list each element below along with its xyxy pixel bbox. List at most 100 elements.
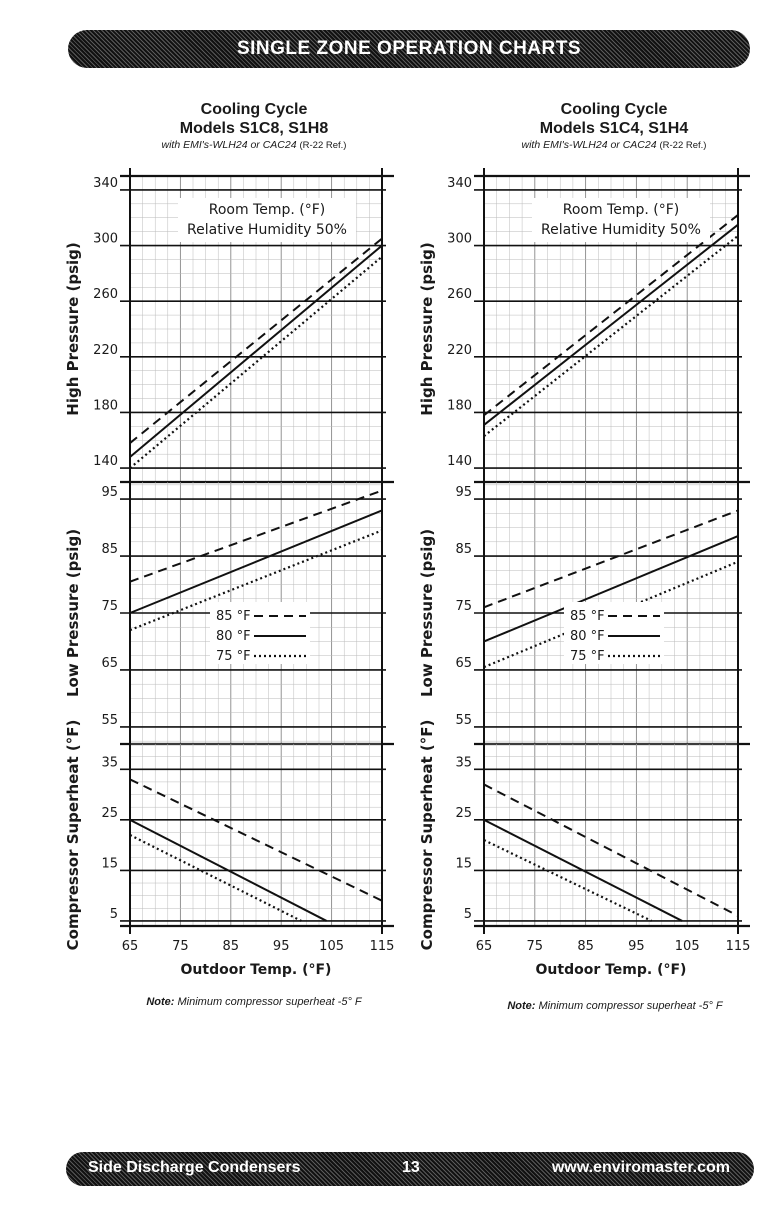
legend-label: 85 °F — [570, 609, 605, 624]
y-tick-label: 220 — [93, 343, 118, 358]
y-tick-label: 35 — [455, 755, 472, 770]
series-line-solid — [483, 535, 739, 643]
y-axis-label: Low Pressure (psig) — [64, 529, 82, 697]
x-tick-label: 85 — [577, 939, 594, 954]
chart-subtitle: with EMI's-WLH24 or CAC24 (R-22 Ref.) — [120, 138, 388, 153]
chart-models: Models S1C8, S1H8 — [179, 120, 329, 137]
chart-title: Cooling Cycle — [200, 101, 308, 118]
legend-humidity: Relative Humidity 50% — [541, 222, 701, 238]
x-tick-label: 95 — [628, 939, 645, 954]
y-tick-label: 15 — [455, 856, 472, 871]
subtitle-italic: with EMI's-WLH24 or CAC24 — [161, 139, 297, 151]
x-tick-label: 105 — [319, 939, 344, 954]
series-line-dotted — [129, 529, 383, 632]
y-axis-label: High Pressure (psig) — [418, 242, 436, 415]
page-number: 13 — [402, 1159, 420, 1176]
y-tick-label: 5 — [464, 907, 472, 922]
chart-note-left: Note: Minimum compressor superheat -5° F — [120, 996, 388, 1008]
y-tick-label: 140 — [447, 454, 472, 469]
series-line-solid — [129, 244, 383, 458]
y-tick-label: 260 — [93, 287, 118, 302]
series-line-solid — [483, 818, 683, 922]
y-axis-label: High Pressure (psig) — [64, 242, 82, 415]
y-tick-label: 180 — [447, 398, 472, 413]
series-line-dashed — [129, 237, 383, 444]
header-banner: SINGLE ZONE OPERATION CHARTS — [68, 30, 750, 68]
x-tick-label: 105 — [675, 939, 700, 954]
series-line-dotted — [129, 834, 302, 922]
footer-section-title: Side Discharge Condensers — [88, 1159, 301, 1176]
legend-humidity: Relative Humidity 50% — [187, 222, 347, 238]
chart-note-right: Note: Minimum compressor superheat -5° F — [470, 1000, 760, 1012]
note-label: Note: — [146, 996, 175, 1008]
y-tick-label: 5 — [110, 907, 118, 922]
y-tick-label: 75 — [101, 599, 118, 614]
y-tick-label: 340 — [93, 176, 118, 191]
y-tick-label: 85 — [101, 542, 118, 557]
x-tick-label: 75 — [527, 939, 544, 954]
y-tick-label: 65 — [455, 656, 472, 671]
series-line-dotted — [483, 560, 739, 669]
y-tick-label: 260 — [447, 287, 472, 302]
y-axis-label: Compressor Superheat (°F) — [418, 720, 436, 951]
y-tick-label: 55 — [455, 713, 472, 728]
chart-header-right: Cooling Cycle Models S1C4, S1H4 with EMI… — [480, 100, 748, 153]
y-tick-label: 85 — [455, 542, 472, 557]
y-tick-label: 300 — [447, 232, 472, 247]
legend-title-box — [178, 198, 356, 242]
series-line-dashed — [483, 783, 739, 917]
series-line-dotted — [483, 234, 739, 437]
note-text: Minimum compressor superheat -5° F — [177, 996, 362, 1008]
x-axis-label: Outdoor Temp. (°F) — [181, 962, 332, 978]
y-tick-label: 220 — [447, 343, 472, 358]
x-tick-label: 65 — [476, 939, 493, 954]
y-tick-label: 95 — [101, 485, 118, 500]
y-tick-label: 75 — [455, 599, 472, 614]
footer-website-link[interactable]: www.enviromaster.com — [551, 1159, 730, 1176]
series-line-solid — [129, 509, 383, 614]
x-tick-label: 95 — [273, 939, 290, 954]
chart-models: Models S1C4, S1H4 — [539, 120, 689, 137]
y-tick-label: 340 — [447, 176, 472, 191]
chart-subtitle: with EMI's-WLH24 or CAC24 (R-22 Ref.) — [480, 138, 748, 153]
legend-label: 75 °F — [570, 649, 605, 664]
x-tick-label: 115 — [370, 939, 395, 954]
y-tick-label: 25 — [101, 806, 118, 821]
series-line-dashed — [129, 778, 383, 902]
series-line-solid — [129, 818, 328, 922]
y-tick-label: 15 — [101, 856, 118, 871]
x-tick-label: 85 — [223, 939, 240, 954]
subtitle-ref: (R-22 Ref.) — [299, 140, 347, 151]
legend-box — [210, 602, 310, 664]
y-axis-label: Compressor Superheat (°F) — [64, 720, 82, 951]
series-line-dashed — [483, 509, 739, 609]
y-tick-label: 35 — [101, 755, 118, 770]
x-tick-label: 75 — [172, 939, 189, 954]
y-tick-label: 180 — [93, 398, 118, 413]
legend-box — [564, 602, 664, 664]
y-tick-label: 55 — [101, 713, 118, 728]
subtitle-ref: (R-22 Ref.) — [659, 140, 707, 151]
legend-room-temp: Room Temp. (°F) — [563, 202, 680, 218]
x-tick-label: 65 — [122, 939, 139, 954]
note-label: Note: — [507, 1000, 536, 1012]
y-axis-label: Low Pressure (psig) — [418, 529, 436, 697]
legend-label: 75 °F — [216, 649, 251, 664]
chart-header-left: Cooling Cycle Models S1C8, S1H8 with EMI… — [120, 100, 388, 153]
series-line-solid — [483, 223, 739, 426]
page-title: SINGLE ZONE OPERATION CHARTS — [236, 38, 582, 59]
legend-title-box — [532, 198, 710, 242]
legend-label: 80 °F — [570, 629, 605, 644]
legend-label: 80 °F — [216, 629, 251, 644]
x-axis-label: Outdoor Temp. (°F) — [536, 962, 687, 978]
y-tick-label: 95 — [455, 485, 472, 500]
series-line-dotted — [483, 839, 653, 922]
note-text: Minimum compressor superheat -5° F — [538, 1000, 723, 1012]
y-tick-label: 300 — [93, 232, 118, 247]
chart-title: Cooling Cycle — [560, 101, 668, 118]
y-tick-label: 65 — [101, 656, 118, 671]
subtitle-italic: with EMI's-WLH24 or CAC24 — [521, 139, 657, 151]
legend-room-temp: Room Temp. (°F) — [209, 202, 326, 218]
